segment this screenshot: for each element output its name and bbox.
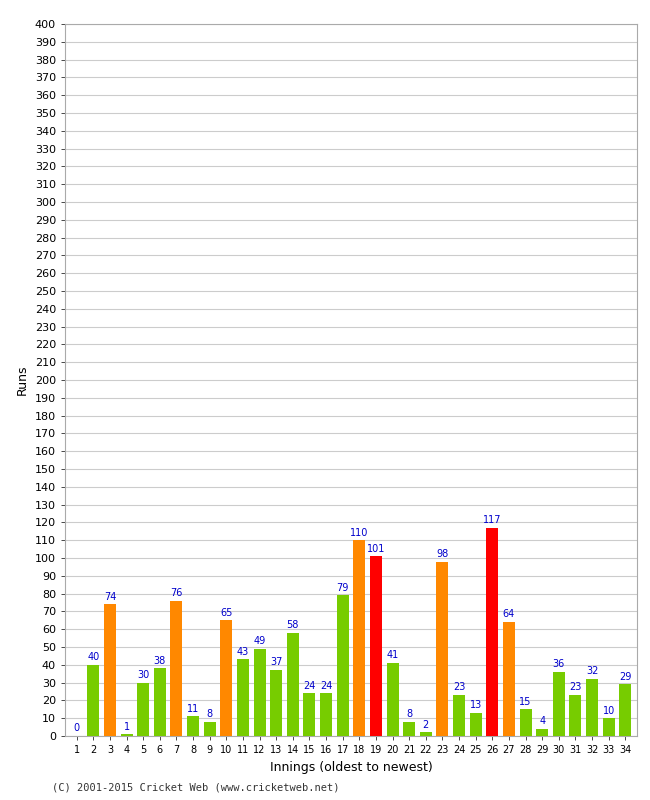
Text: 64: 64 — [503, 610, 515, 619]
Bar — [137, 682, 149, 736]
Text: 117: 117 — [483, 515, 502, 525]
Y-axis label: Runs: Runs — [16, 365, 29, 395]
Text: 13: 13 — [469, 700, 482, 710]
Text: (C) 2001-2015 Cricket Web (www.cricketweb.net): (C) 2001-2015 Cricket Web (www.cricketwe… — [52, 782, 339, 792]
Bar — [619, 684, 631, 736]
Text: 0: 0 — [73, 723, 80, 734]
Text: 41: 41 — [387, 650, 398, 660]
Bar — [453, 695, 465, 736]
Bar — [104, 604, 116, 736]
Text: 29: 29 — [619, 672, 632, 682]
Bar — [403, 722, 415, 736]
Bar — [553, 672, 565, 736]
Text: 74: 74 — [104, 592, 116, 602]
Bar — [237, 659, 249, 736]
Bar — [486, 528, 499, 736]
Text: 98: 98 — [436, 549, 448, 559]
Bar — [503, 622, 515, 736]
Text: 1: 1 — [124, 722, 129, 731]
Text: 43: 43 — [237, 646, 249, 657]
Bar — [254, 649, 266, 736]
Bar — [270, 670, 282, 736]
Text: 23: 23 — [569, 682, 582, 692]
Text: 4: 4 — [539, 716, 545, 726]
X-axis label: Innings (oldest to newest): Innings (oldest to newest) — [270, 761, 432, 774]
Text: 2: 2 — [422, 720, 429, 730]
Text: 23: 23 — [453, 682, 465, 692]
Text: 110: 110 — [350, 527, 369, 538]
Text: 24: 24 — [304, 681, 316, 690]
Bar — [519, 710, 532, 736]
Text: 79: 79 — [337, 582, 349, 593]
Text: 10: 10 — [603, 706, 615, 715]
Bar — [470, 713, 482, 736]
Bar — [154, 668, 166, 736]
Bar — [203, 722, 216, 736]
Bar — [603, 718, 615, 736]
Text: 11: 11 — [187, 704, 199, 714]
Bar — [304, 694, 315, 736]
Text: 38: 38 — [153, 656, 166, 666]
Text: 36: 36 — [552, 659, 565, 670]
Text: 24: 24 — [320, 681, 332, 690]
Text: 40: 40 — [87, 652, 99, 662]
Text: 49: 49 — [254, 636, 266, 646]
Bar — [354, 540, 365, 736]
Bar — [320, 694, 332, 736]
Bar — [170, 601, 183, 736]
Bar — [586, 679, 598, 736]
Text: 30: 30 — [137, 670, 150, 680]
Text: 8: 8 — [207, 709, 213, 719]
Text: 58: 58 — [287, 620, 299, 630]
Bar — [120, 734, 133, 736]
Text: 76: 76 — [170, 588, 183, 598]
Bar — [287, 633, 299, 736]
Text: 15: 15 — [519, 697, 532, 706]
Bar — [87, 665, 99, 736]
Bar — [387, 663, 398, 736]
Bar — [187, 717, 199, 736]
Text: 8: 8 — [406, 709, 412, 719]
Text: 37: 37 — [270, 658, 282, 667]
Bar — [569, 695, 582, 736]
Bar — [337, 595, 348, 736]
Bar — [420, 733, 432, 736]
Bar — [536, 729, 548, 736]
Bar — [370, 556, 382, 736]
Bar — [220, 620, 232, 736]
Text: 65: 65 — [220, 608, 233, 618]
Bar — [436, 562, 448, 736]
Text: 32: 32 — [586, 666, 598, 676]
Text: 101: 101 — [367, 543, 385, 554]
